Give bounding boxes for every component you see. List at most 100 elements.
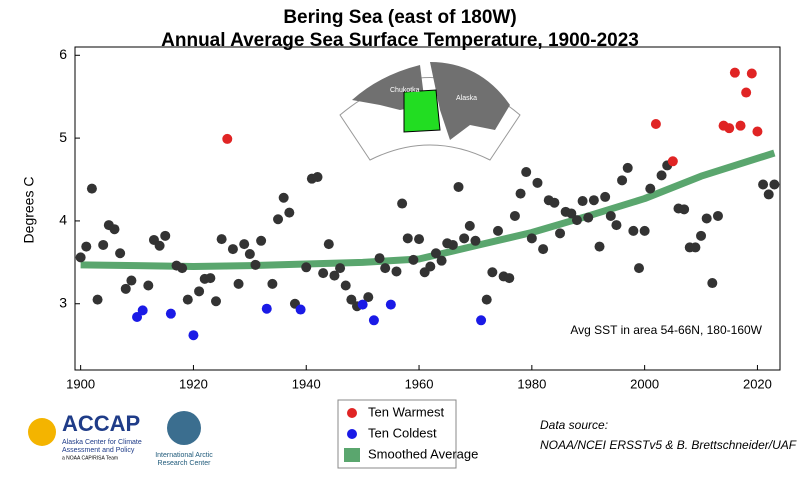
point [425, 261, 436, 272]
point [639, 225, 650, 236]
logo-sun [28, 418, 56, 446]
point [447, 239, 458, 250]
point [735, 120, 746, 131]
point [363, 292, 374, 303]
point [267, 278, 278, 289]
point [340, 280, 351, 291]
land [430, 62, 510, 140]
point [600, 191, 611, 202]
point [177, 263, 188, 274]
point [250, 259, 261, 270]
point [521, 167, 532, 178]
point [707, 278, 718, 289]
point [323, 239, 334, 250]
source-text: NOAA/NCEI ERSSTv5 & B. Brettschneider/UA… [540, 438, 797, 452]
y-tick-label: 4 [59, 212, 67, 228]
point [617, 175, 628, 186]
point [301, 262, 312, 273]
point [594, 241, 605, 252]
x-tick-label: 1920 [179, 376, 208, 391]
y-tick-label: 6 [59, 46, 67, 62]
point [408, 254, 419, 265]
point [752, 126, 763, 137]
point [222, 133, 233, 144]
point [532, 177, 543, 188]
point [724, 123, 735, 134]
point [385, 299, 396, 310]
point [622, 162, 633, 173]
map-label: Chukotka [390, 87, 420, 94]
point [577, 196, 588, 207]
point [165, 308, 176, 319]
point [476, 315, 487, 326]
point [397, 198, 408, 209]
x-tick-label: 1960 [405, 376, 434, 391]
chart-title: Bering Sea (east of 180W) [283, 7, 516, 28]
point [318, 268, 329, 279]
map-inset: Chukotka Alaska [339, 62, 521, 161]
point [566, 208, 577, 219]
point [188, 330, 199, 341]
point [329, 270, 340, 281]
point [650, 119, 661, 130]
point [216, 234, 227, 245]
point [120, 283, 131, 294]
point [244, 249, 255, 260]
point [464, 220, 475, 231]
point [278, 192, 289, 203]
point [634, 263, 644, 274]
point [696, 230, 707, 241]
point [758, 179, 769, 190]
source-label: Data source: [540, 418, 608, 432]
chart-subtitle: Annual Average Sea Surface Temperature, … [161, 30, 639, 51]
x-tick-label: 2000 [630, 376, 659, 391]
point [261, 303, 272, 314]
point [583, 212, 594, 223]
legend-marker [347, 429, 357, 439]
point [509, 210, 520, 221]
point [233, 278, 244, 289]
point [335, 263, 346, 274]
iarc-text: Research Center [158, 460, 212, 467]
point [493, 225, 503, 236]
point [227, 244, 238, 255]
point [741, 87, 752, 98]
point [605, 210, 616, 221]
point [137, 305, 148, 316]
point [487, 267, 498, 278]
point [628, 225, 639, 236]
point [436, 255, 447, 266]
legend-marker [347, 408, 357, 418]
point [690, 242, 701, 253]
point [667, 156, 678, 167]
logo-text: a NOAA CAP/RISA Team [62, 455, 118, 461]
point [549, 197, 560, 208]
point [380, 263, 391, 274]
x-tick-label: 2020 [743, 376, 772, 391]
plot-area: 3 4 5 6 1900 1920 1940 1960 1980 2000 2020 [59, 46, 781, 391]
y-tick-label: 5 [59, 129, 67, 145]
logo-name: ACCAP [62, 411, 140, 436]
x-tick-label: 1900 [66, 376, 95, 391]
point [679, 204, 690, 215]
plot-frame [74, 46, 781, 371]
point [81, 241, 92, 252]
point [368, 315, 379, 326]
point [611, 220, 622, 231]
point [109, 224, 120, 235]
point [538, 244, 549, 255]
legend-label: Ten Warmest [368, 404, 444, 419]
logo: ACCAP Alaska Center for Climate Assessme… [28, 411, 213, 467]
point [160, 230, 171, 241]
point [459, 233, 470, 244]
point [312, 172, 323, 183]
point [75, 252, 86, 263]
x-tick-label: 1940 [292, 376, 321, 391]
point [205, 273, 216, 284]
legend-label: Smoothed Average [368, 446, 478, 461]
point [194, 286, 205, 297]
logo-text: Alaska Center for Climate [62, 439, 142, 446]
point [273, 214, 284, 225]
point [295, 304, 306, 315]
